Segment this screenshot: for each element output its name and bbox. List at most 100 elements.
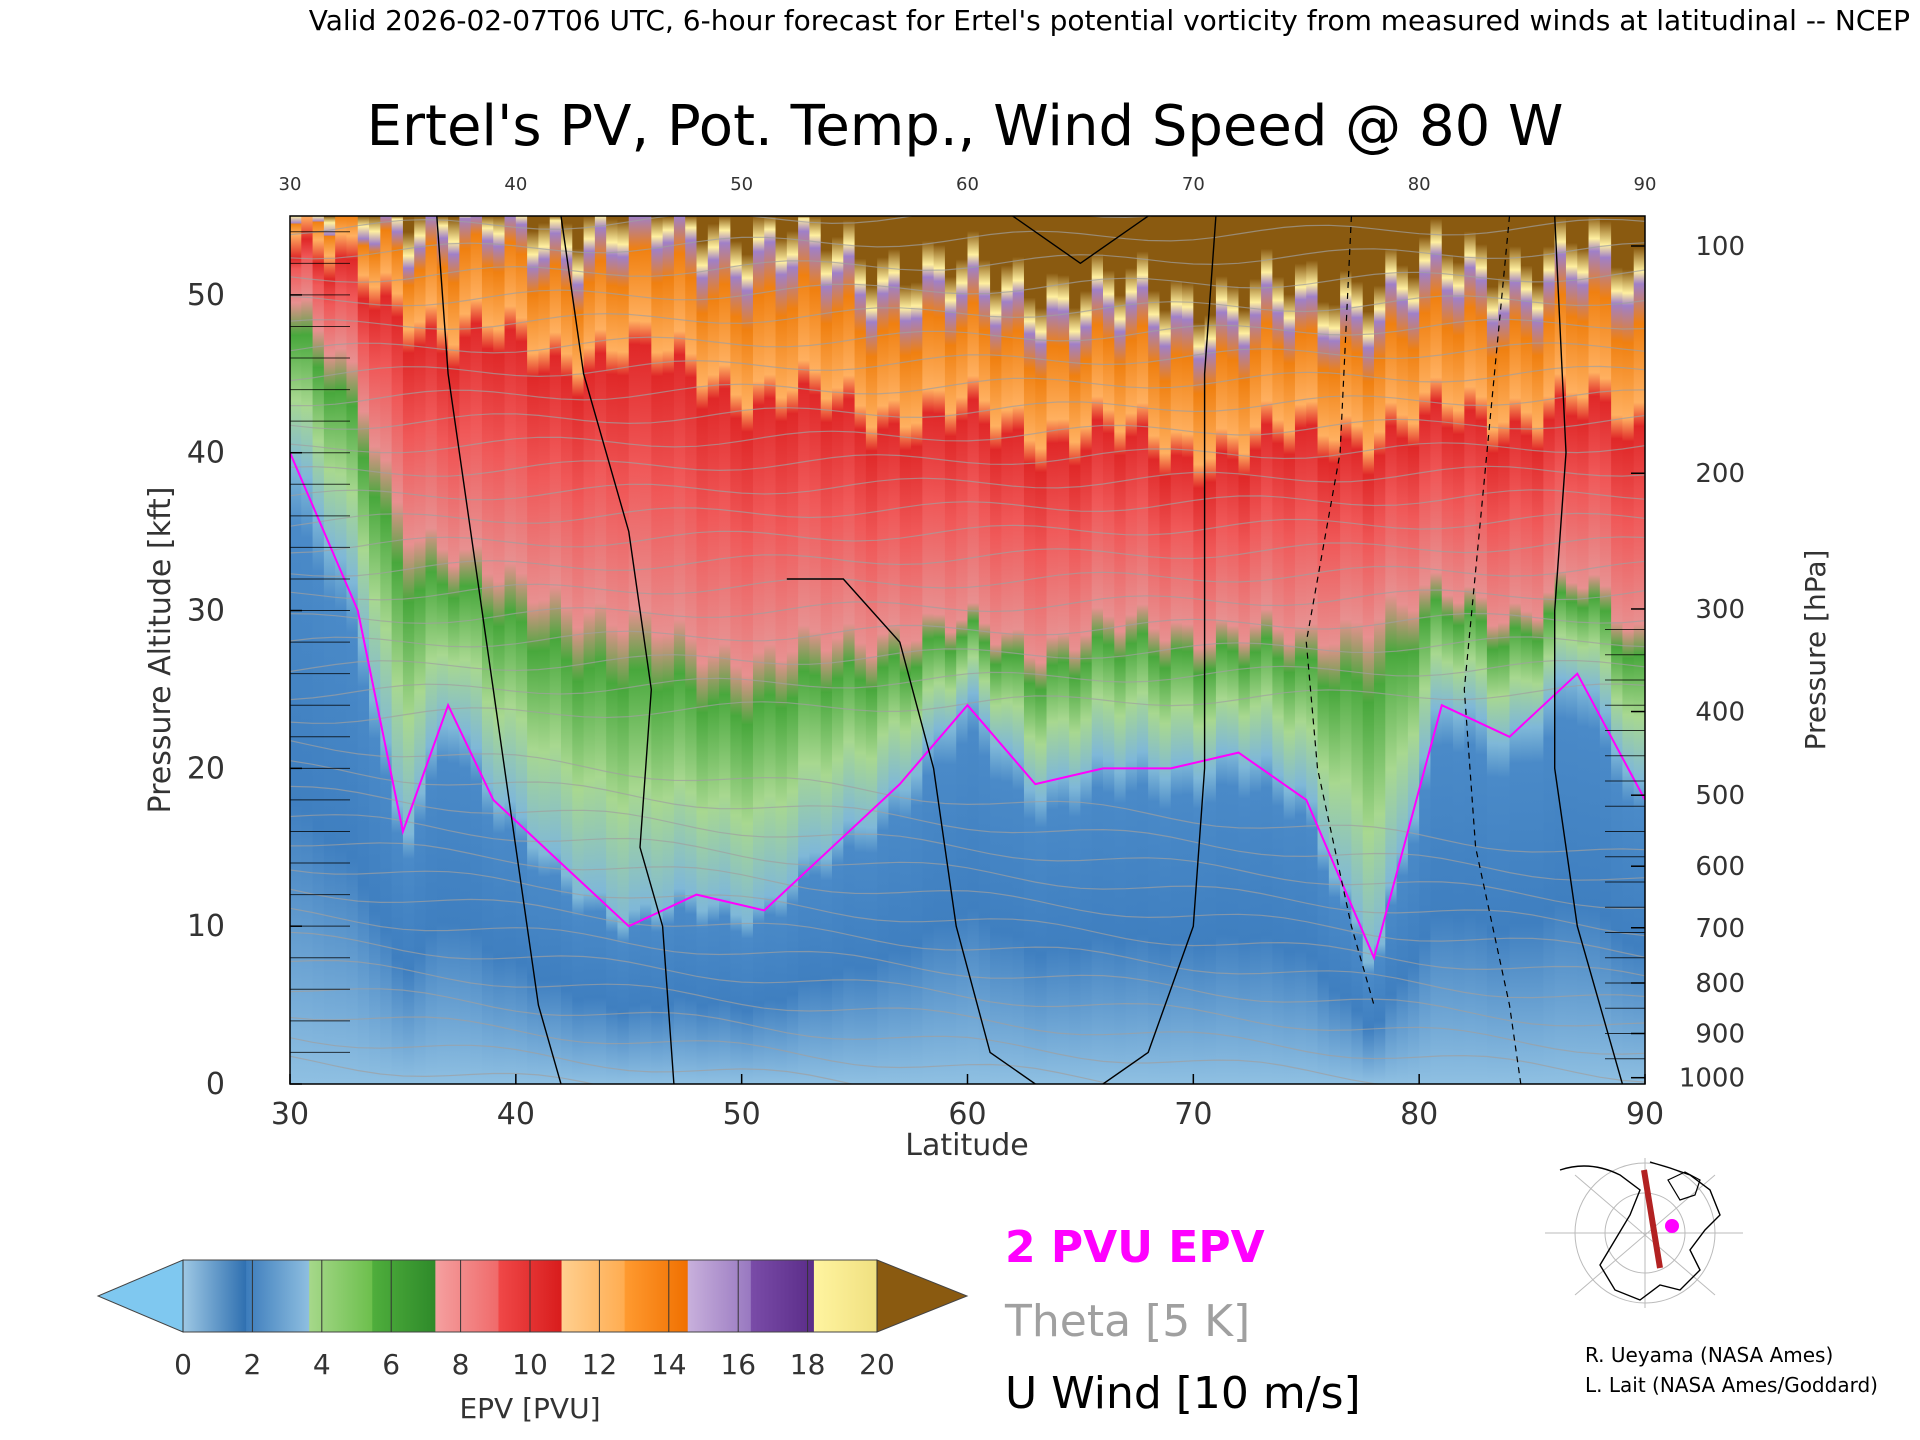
field-column [944,216,958,1084]
field-column [1633,216,1645,1084]
theta-contour [290,988,1528,1084]
x-top-tick-label: 30 [279,174,302,195]
field-column [538,216,551,1084]
field-column [888,216,901,1084]
field-column [990,216,1003,1084]
colorbar-tick-label: 18 [790,1348,826,1381]
theta-contour [290,218,1645,260]
colorbar-segment [813,1260,878,1332]
x-tick-label: 40 [497,1097,535,1132]
field-column [436,216,449,1084]
colorbar-label: EPV [PVU] [459,1392,600,1425]
theta-contour [290,907,1645,1027]
field-column [1069,216,1082,1084]
field-column [1611,216,1624,1084]
theta-contour [290,959,1645,1083]
u-wind-contour [1102,216,1217,1084]
field-column [730,216,743,1084]
field-column [1577,216,1590,1084]
field-column [572,216,585,1084]
x-tick-label: 70 [1174,1097,1212,1132]
x-top-tick-label: 50 [730,174,753,195]
field-column [594,216,607,1084]
field-column [357,216,370,1084]
field-column [1125,216,1138,1084]
field-column [1419,216,1432,1084]
theta-contour [290,389,1645,430]
field-column [335,216,348,1084]
u-wind-contour [436,216,562,1084]
theta-contour [290,660,1645,701]
theta-contour [290,342,1645,382]
pressure-tick-label: 500 [1695,781,1745,811]
field-column [1362,216,1375,1084]
u-wind-contour [1554,216,1624,1084]
field-column [628,216,641,1084]
field-column [515,216,528,1084]
u-wind-contour-negative [1305,216,1375,1006]
field-column [820,216,833,1084]
field-column [301,216,314,1084]
pressure-tick-label: 1000 [1679,1064,1745,1094]
field-column [346,216,359,1084]
field-column [312,216,325,1084]
pressure-tick-label: 200 [1695,459,1745,489]
theta-contour [290,888,1645,999]
theta-contour [290,1055,596,1084]
x-top-tick-label: 90 [1634,174,1657,195]
y-tick-label: 20 [187,751,225,786]
u-wind-contour [786,578,1036,1084]
theta-contour [290,1016,1116,1084]
legend-pv: 2 PVU EPV [1005,1222,1265,1273]
field-column [651,216,664,1084]
field-column [1023,216,1037,1084]
field-column [775,216,788,1084]
field-column [1532,216,1545,1084]
theta-contour [290,814,1645,937]
theta-contour [290,931,1645,1055]
u-wind-contour [1012,216,1149,265]
x-top-tick-label: 40 [504,174,527,195]
theta-contour [290,636,1645,673]
colorbar-segment [183,1260,247,1332]
colorbar-segment [435,1260,499,1332]
field-column [1588,216,1601,1084]
y-axis-right: 100 200 300 400 500 600 700 800 900 1000 [1605,232,1745,1094]
field-column [1441,216,1454,1084]
u-wind-contour-negative [1463,216,1522,1084]
colorbar-tick-label: 4 [313,1348,331,1381]
x-axis-label: Latitude [905,1128,1028,1163]
credit-line-2: L. Lait (NASA Ames/Goddard) [1585,1373,1878,1397]
field-column [504,216,517,1084]
field-column [832,216,845,1084]
theta-contour [290,242,1645,283]
pressure-tick-label: 900 [1695,1019,1745,1049]
field-column [1543,216,1556,1084]
x-axis-bottom: 30 40 50 60 70 80 90 [271,1074,1664,1132]
valid-line: Valid 2026-02-07T06 UTC, 6-hour forecast… [309,4,1910,37]
theta-contour [290,414,1645,454]
field-column [1340,216,1353,1084]
field-column [1520,216,1533,1084]
field-column [1554,216,1567,1084]
inset-greenland [1667,1171,1701,1201]
field-column [1238,216,1251,1084]
field-column [865,216,878,1084]
x-tick-label: 80 [1400,1097,1438,1132]
field-column [854,216,867,1084]
x-top-tick-label: 70 [1182,174,1205,195]
field-column [1385,216,1398,1084]
colorbar-tick-label: 6 [382,1348,400,1381]
theta-contour [290,842,1645,958]
field-column [290,216,303,1084]
field-column [1509,216,1522,1084]
field-column [617,216,630,1084]
field-column [1103,216,1116,1084]
x-top-tick-label: 80 [1408,174,1431,195]
inset-graticule [1545,1158,1743,1308]
field-column [459,216,472,1084]
theta-contour [290,612,1645,648]
theta-contour [290,1037,855,1084]
field-column [899,216,912,1084]
colorbar-tick-label: 2 [243,1348,261,1381]
